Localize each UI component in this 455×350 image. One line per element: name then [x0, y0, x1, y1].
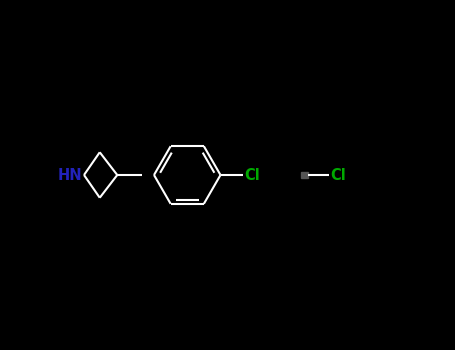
Polygon shape [301, 172, 308, 178]
Text: Cl: Cl [244, 168, 260, 182]
Text: HN: HN [58, 168, 82, 182]
Text: Cl: Cl [330, 168, 346, 182]
